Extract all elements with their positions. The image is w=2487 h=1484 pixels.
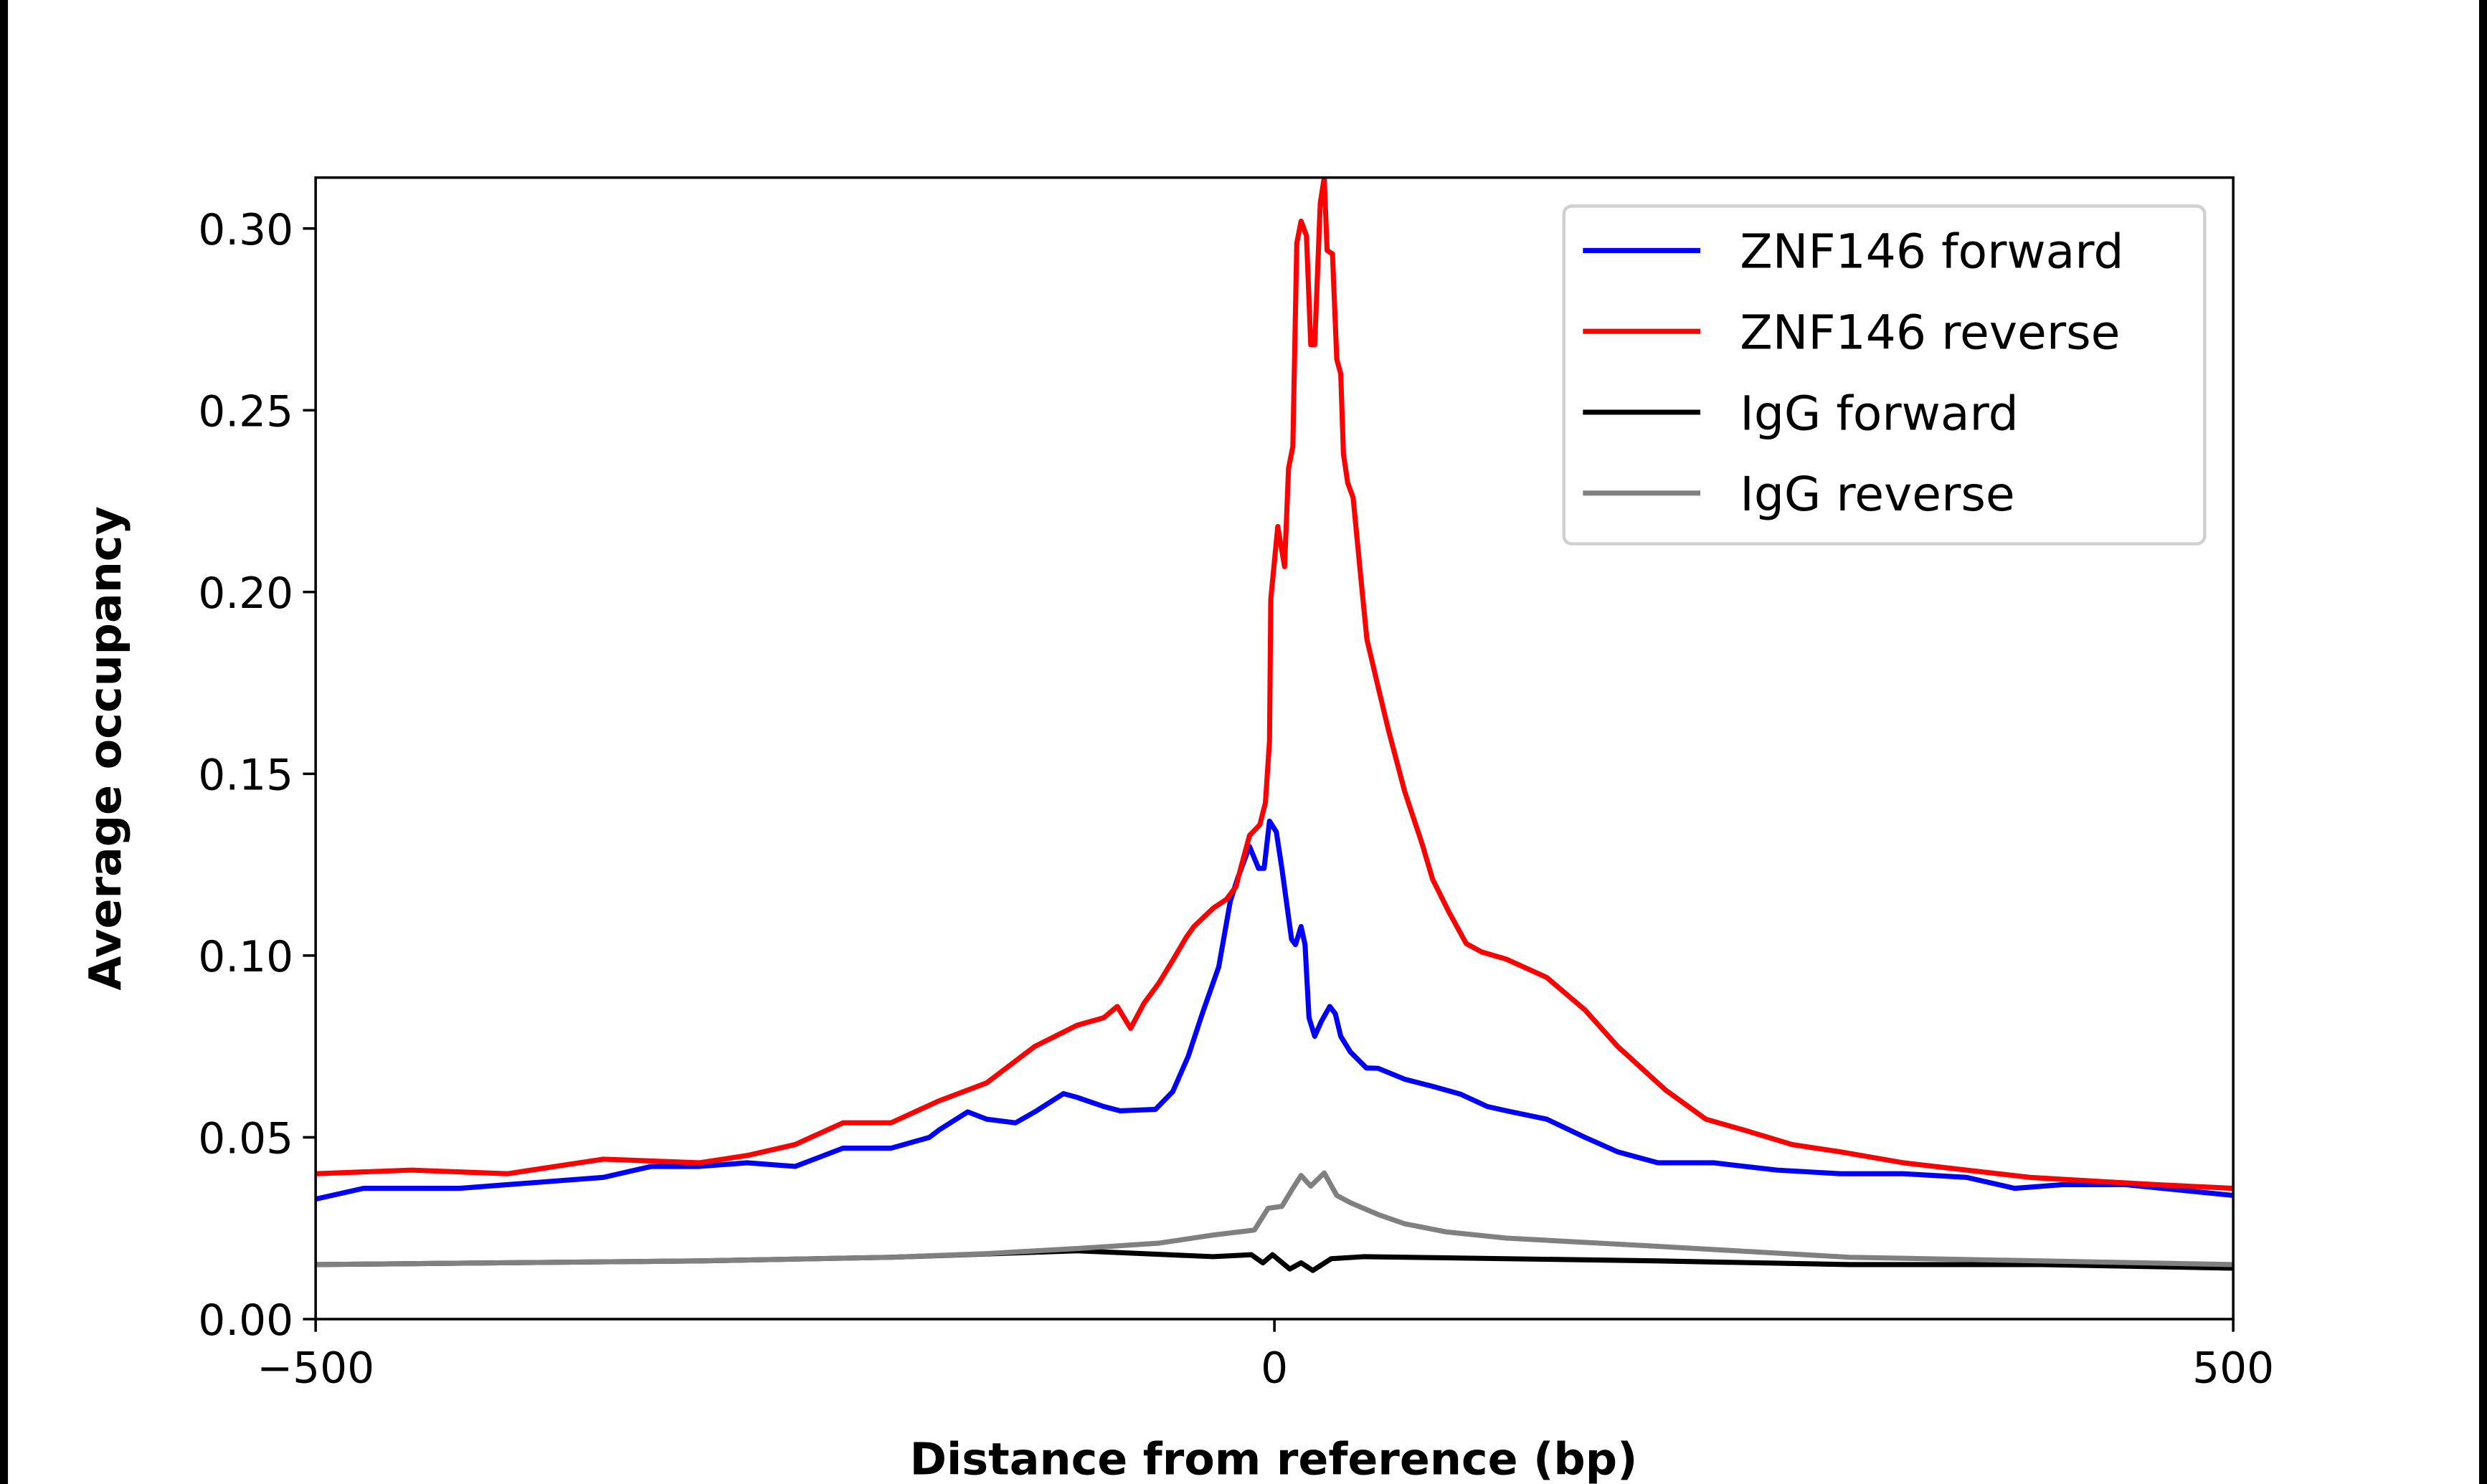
series-line-3 <box>316 1170 2234 1267</box>
y-tick-label: 0.15 <box>198 751 293 800</box>
y-tick-label: 0.25 <box>198 387 293 437</box>
x-axis-label: Distance from reference (bp) <box>910 1434 1638 1484</box>
y-tick-label: 0.05 <box>198 1115 293 1164</box>
legend: ZNF146 forward ZNF146 reverse IgG forward I… <box>1562 204 2207 546</box>
legend-label-1: ZNF146 reverse <box>1740 305 2120 361</box>
y-tick-label: 0.30 <box>198 206 293 255</box>
series-line-1 <box>316 177 2234 1192</box>
x-tick-label: −500 <box>257 1343 374 1393</box>
y-tick-label: 0.10 <box>198 933 293 982</box>
legend-label-2: IgG forward <box>1740 385 2018 441</box>
y-axis-label: Average occupancy <box>80 506 131 990</box>
series-line-0 <box>316 818 2234 1202</box>
x-tick-label: 0 <box>1261 1343 1288 1393</box>
x-tick-label: 500 <box>2192 1343 2274 1393</box>
series-layer <box>316 177 2234 1273</box>
x-axis: −500 0 500 <box>257 1319 2274 1393</box>
legend-label-3: IgG reverse <box>1740 466 2014 522</box>
legend-label-0: ZNF146 forward <box>1740 224 2123 280</box>
legend-box <box>1562 204 2207 546</box>
frame-left-bar <box>0 0 9 1484</box>
y-tick-label: 0.20 <box>198 569 293 619</box>
y-tick-label: 0.00 <box>198 1296 293 1346</box>
y-axis: 0.00 0.05 0.10 0.15 0.20 0.25 0.30 <box>198 206 316 1346</box>
frame-right-bar <box>2478 0 2487 1484</box>
